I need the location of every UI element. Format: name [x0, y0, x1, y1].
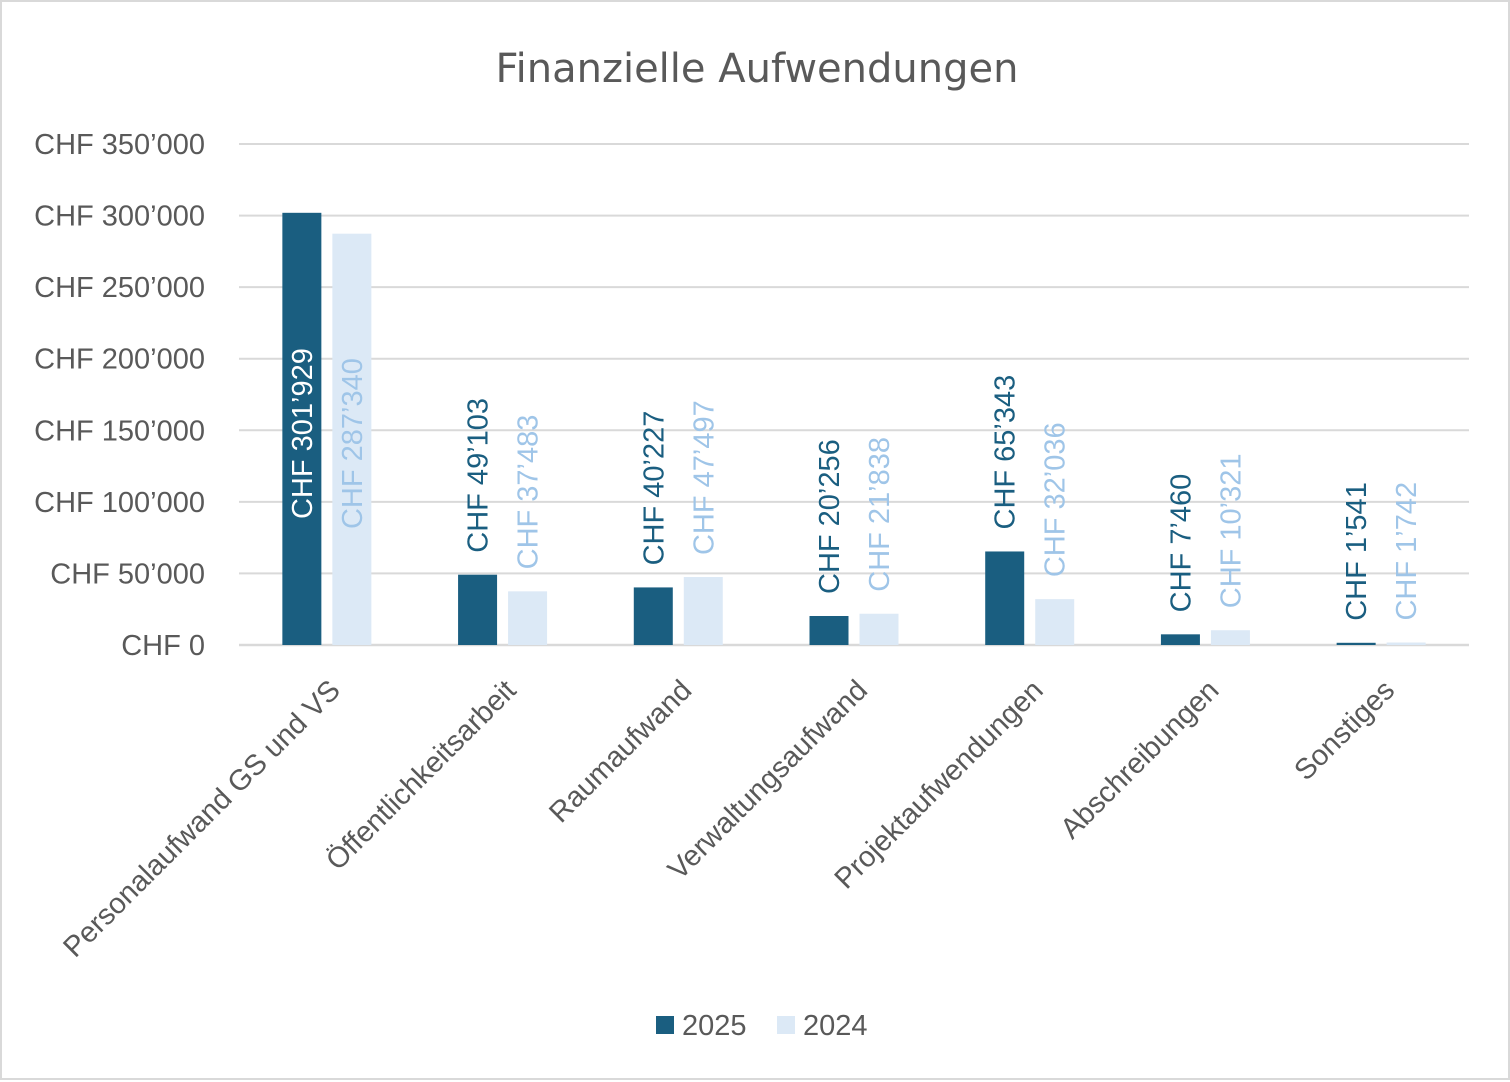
bars	[282, 212, 1426, 646]
legend-label: 2025	[682, 1010, 747, 1042]
gridlines	[239, 143, 1469, 647]
data-label: CHF 287’340	[337, 358, 369, 529]
data-label: CHF 40’227	[638, 411, 670, 566]
bar-2024	[1386, 642, 1426, 645]
data-labels: CHF 301’929 CHF 287’340 CHF 49’103 CHF 37’4…	[287, 348, 1423, 621]
category-label: Personalaufwand GS und VS	[57, 674, 346, 963]
category-label: Öffentlichkeitsarbeit	[320, 674, 522, 876]
bar-2025	[1160, 634, 1200, 645]
bar-2024	[683, 577, 723, 645]
y-tick-label: CHF 150’000	[34, 415, 205, 447]
bar-2024	[332, 233, 372, 646]
y-tick-label: CHF 350’000	[34, 129, 205, 161]
bar-2025	[1336, 642, 1376, 645]
bar-2024	[1210, 630, 1250, 645]
y-tick-label: CHF 100’000	[34, 487, 205, 519]
legend-label: 2024	[803, 1010, 868, 1042]
data-label: CHF 65’343	[990, 375, 1022, 530]
data-label: CHF 10’321	[1215, 453, 1247, 608]
bar-2025	[985, 551, 1025, 645]
bar-2025	[809, 616, 849, 645]
bar-2024	[508, 591, 548, 645]
data-label: CHF 7’460	[1165, 474, 1197, 613]
category-label: Raumaufwand	[543, 674, 698, 829]
y-tick-label: CHF 50’000	[50, 558, 205, 590]
legend-swatch-2024	[777, 1016, 795, 1034]
y-tick-label: CHF 250’000	[34, 272, 205, 304]
bar-2024	[859, 613, 899, 645]
data-label: CHF 1’742	[1391, 482, 1423, 621]
legend-swatch-2025	[656, 1016, 674, 1034]
category-label: Verwaltungsaufwand	[662, 674, 874, 886]
bar-2024	[1035, 599, 1075, 645]
data-label: CHF 47’497	[688, 400, 720, 555]
bar-2025	[282, 212, 322, 646]
data-label: CHF 21’838	[864, 437, 896, 592]
data-label: CHF 301’929	[287, 348, 319, 519]
y-tick-label: CHF 0	[121, 630, 205, 662]
y-tick-label: CHF 300’000	[34, 201, 205, 233]
x-axis-categories: Personalaufwand GS und VSÖffentlichkeits…	[57, 674, 1401, 963]
data-label: CHF 32’036	[1040, 422, 1072, 577]
legend: 2025 2024	[656, 1010, 868, 1042]
data-label: CHF 1’541	[1341, 482, 1373, 621]
bar-2025	[458, 574, 498, 645]
category-label: Abschreibungen	[1055, 674, 1226, 845]
bar-2025	[633, 587, 673, 645]
data-label: CHF 37’483	[513, 415, 545, 570]
data-label: CHF 20’256	[814, 439, 846, 594]
y-axis-ticks: CHF 0 CHF 50’000 CHF 100’000 CHF 150’000 CHF…	[34, 129, 205, 662]
data-label: CHF 49’103	[463, 398, 495, 553]
category-label: Sonstiges	[1288, 674, 1401, 787]
chart-title: Finanzielle Aufwendungen	[496, 46, 1019, 92]
y-tick-label: CHF 200’000	[34, 344, 205, 376]
